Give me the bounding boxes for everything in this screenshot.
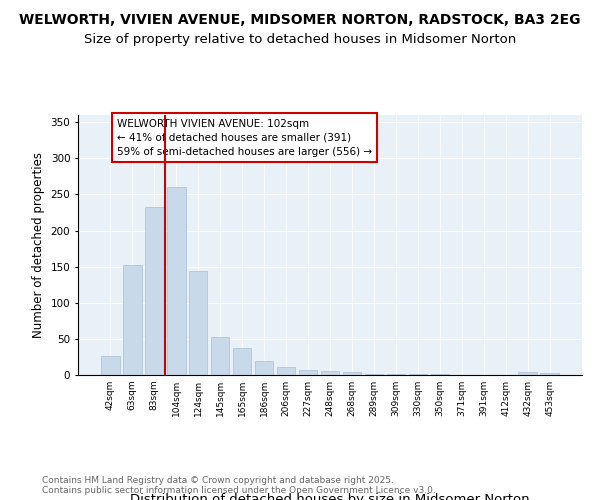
Bar <box>518 372 537 375</box>
Bar <box>233 348 251 375</box>
Bar <box>101 356 119 375</box>
Bar <box>211 338 229 375</box>
Text: WELWORTH, VIVIEN AVENUE, MIDSOMER NORTON, RADSTOCK, BA3 2EG: WELWORTH, VIVIEN AVENUE, MIDSOMER NORTON… <box>19 12 581 26</box>
Bar <box>541 373 559 375</box>
Text: Size of property relative to detached houses in Midsomer Norton: Size of property relative to detached ho… <box>84 32 516 46</box>
X-axis label: Distribution of detached houses by size in Midsomer Norton: Distribution of detached houses by size … <box>130 492 530 500</box>
Y-axis label: Number of detached properties: Number of detached properties <box>32 152 45 338</box>
Bar <box>386 374 405 375</box>
Bar <box>123 264 142 375</box>
Bar <box>365 374 383 375</box>
Bar <box>145 206 164 375</box>
Bar <box>409 374 427 375</box>
Bar <box>431 374 449 375</box>
Bar <box>277 367 295 375</box>
Bar <box>167 187 185 375</box>
Text: WELWORTH VIVIEN AVENUE: 102sqm
← 41% of detached houses are smaller (391)
59% of: WELWORTH VIVIEN AVENUE: 102sqm ← 41% of … <box>117 118 372 156</box>
Bar <box>255 362 274 375</box>
Bar <box>343 372 361 375</box>
Text: Contains HM Land Registry data © Crown copyright and database right 2025.
Contai: Contains HM Land Registry data © Crown c… <box>42 476 436 495</box>
Bar <box>320 372 340 375</box>
Bar <box>189 271 208 375</box>
Bar <box>299 370 317 375</box>
